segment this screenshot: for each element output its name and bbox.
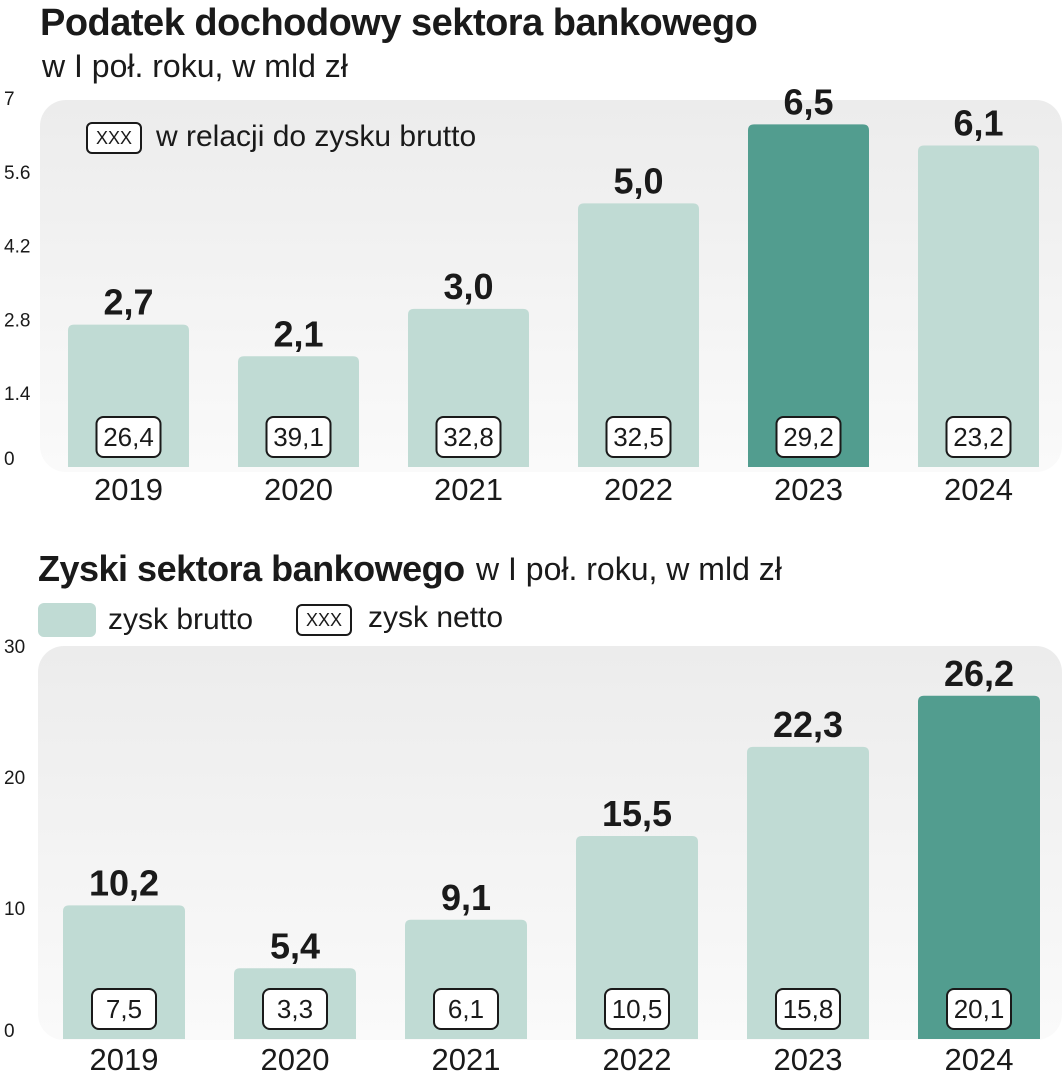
profit-category-label: 2022: [603, 1042, 672, 1077]
profit-box: [433, 988, 499, 1030]
profit-ytick-label: 10: [4, 899, 25, 920]
tax-bar-2022: [578, 203, 699, 467]
tax-value-label: 6,5: [783, 81, 833, 122]
tax-ytick-label: 4.2: [4, 237, 30, 258]
tax-box-label: 39,1: [273, 422, 324, 452]
profit-category-label: 2019: [90, 1042, 159, 1077]
tax-box: [605, 416, 672, 458]
profit-box: [91, 988, 157, 1030]
profit-category-label: 2020: [261, 1042, 330, 1077]
tax-box-label: 23,2: [953, 422, 1004, 452]
tax-ytick-label: 0: [4, 449, 15, 470]
profit-box: [775, 988, 841, 1030]
profit-ytick-label: 20: [4, 768, 25, 789]
legend-netto-text: zysk netto: [368, 601, 504, 634]
tax-legend-text: w relacji do zysku brutto: [156, 120, 477, 153]
tax-box: [775, 416, 842, 458]
tax-chart-subtitle: w I poł. roku, w mld zł: [42, 48, 348, 84]
profit-bar-2022: [576, 835, 698, 1039]
profit-value-label: 10,2: [89, 862, 159, 903]
legend-brutto-text: zysk brutto: [108, 603, 254, 636]
profit-box-label: 20,1: [954, 994, 1005, 1024]
profit-box-label: 3,3: [277, 994, 313, 1024]
profit-value-label: 26,2: [944, 653, 1014, 694]
tax-category-label: 2022: [604, 472, 673, 507]
tax-chart-title: Podatek dochodowy sektora bankowego: [40, 2, 758, 44]
tax-ytick-label: 1.4: [4, 384, 31, 405]
profit-bar-2024: [918, 695, 1040, 1039]
profit-chart-panel: [38, 646, 1062, 1040]
profit-box-label: 6,1: [448, 994, 484, 1024]
tax-category-label: 2019: [94, 472, 163, 507]
profit-category-label: 2023: [774, 1042, 843, 1077]
tax-box: [95, 416, 162, 458]
tax-category-label: 2020: [264, 472, 333, 507]
tax-bar-chart: 0 1.4 2.8 4.2 5.6 7 2,7 26,4 2019 2,1 39,1 2020 3,0 3…: [4, 81, 1039, 507]
tax-category-label: 2023: [774, 472, 843, 507]
profit-category-label: 2021: [432, 1042, 501, 1077]
tax-value-label: 5,0: [613, 160, 663, 201]
profit-box-label: 15,8: [783, 994, 834, 1024]
profit-box: [262, 988, 328, 1030]
profit-value-label: 22,3: [773, 704, 843, 745]
profit-value-label: 9,1: [441, 877, 491, 918]
profit-bar-2023: [747, 746, 869, 1039]
profit-value-label: 5,4: [270, 925, 320, 966]
tax-box-label: 32,8: [443, 422, 494, 452]
profit-box-label: 10,5: [612, 994, 663, 1024]
profit-ytick-label: 0: [4, 1021, 15, 1042]
profit-box: [604, 988, 670, 1030]
tax-chart-panel: [40, 100, 1062, 472]
tax-category-label: 2024: [944, 472, 1013, 507]
profit-category-label: 2024: [945, 1042, 1014, 1077]
tax-ytick-label: 2.8: [4, 310, 30, 331]
tax-ytick-label: 7: [4, 89, 15, 110]
tax-box: [435, 416, 502, 458]
tax-value-label: 2,1: [273, 313, 323, 354]
tax-box-label: 29,2: [783, 422, 834, 452]
tax-value-label: 3,0: [443, 266, 493, 307]
profit-ytick-label: 30: [4, 637, 25, 658]
profit-value-label: 15,5: [602, 793, 672, 834]
tax-legend-box: XXX: [86, 122, 142, 154]
tax-value-label: 2,7: [103, 282, 153, 323]
profit-chart-title: Zyski sektora bankowego: [38, 548, 465, 589]
profit-box-label: 7,5: [106, 994, 142, 1024]
tax-bar-2024: [918, 145, 1039, 467]
tax-category-label: 2021: [434, 472, 503, 507]
tax-bar-2023: [748, 124, 869, 467]
legend-netto-box: XXX: [296, 604, 352, 636]
tax-box-label: 32,5: [613, 422, 664, 452]
profit-chart-subtitle: w I poł. roku, w mld zł: [476, 551, 782, 587]
tax-ytick-label: 5.6: [4, 163, 30, 184]
tax-box: [265, 416, 332, 458]
tax-value-label: 6,1: [953, 102, 1003, 143]
tax-box: [945, 416, 1012, 458]
legend-brutto-swatch: [38, 603, 96, 637]
tax-box-label: 26,4: [103, 422, 154, 452]
profit-box: [946, 988, 1012, 1030]
